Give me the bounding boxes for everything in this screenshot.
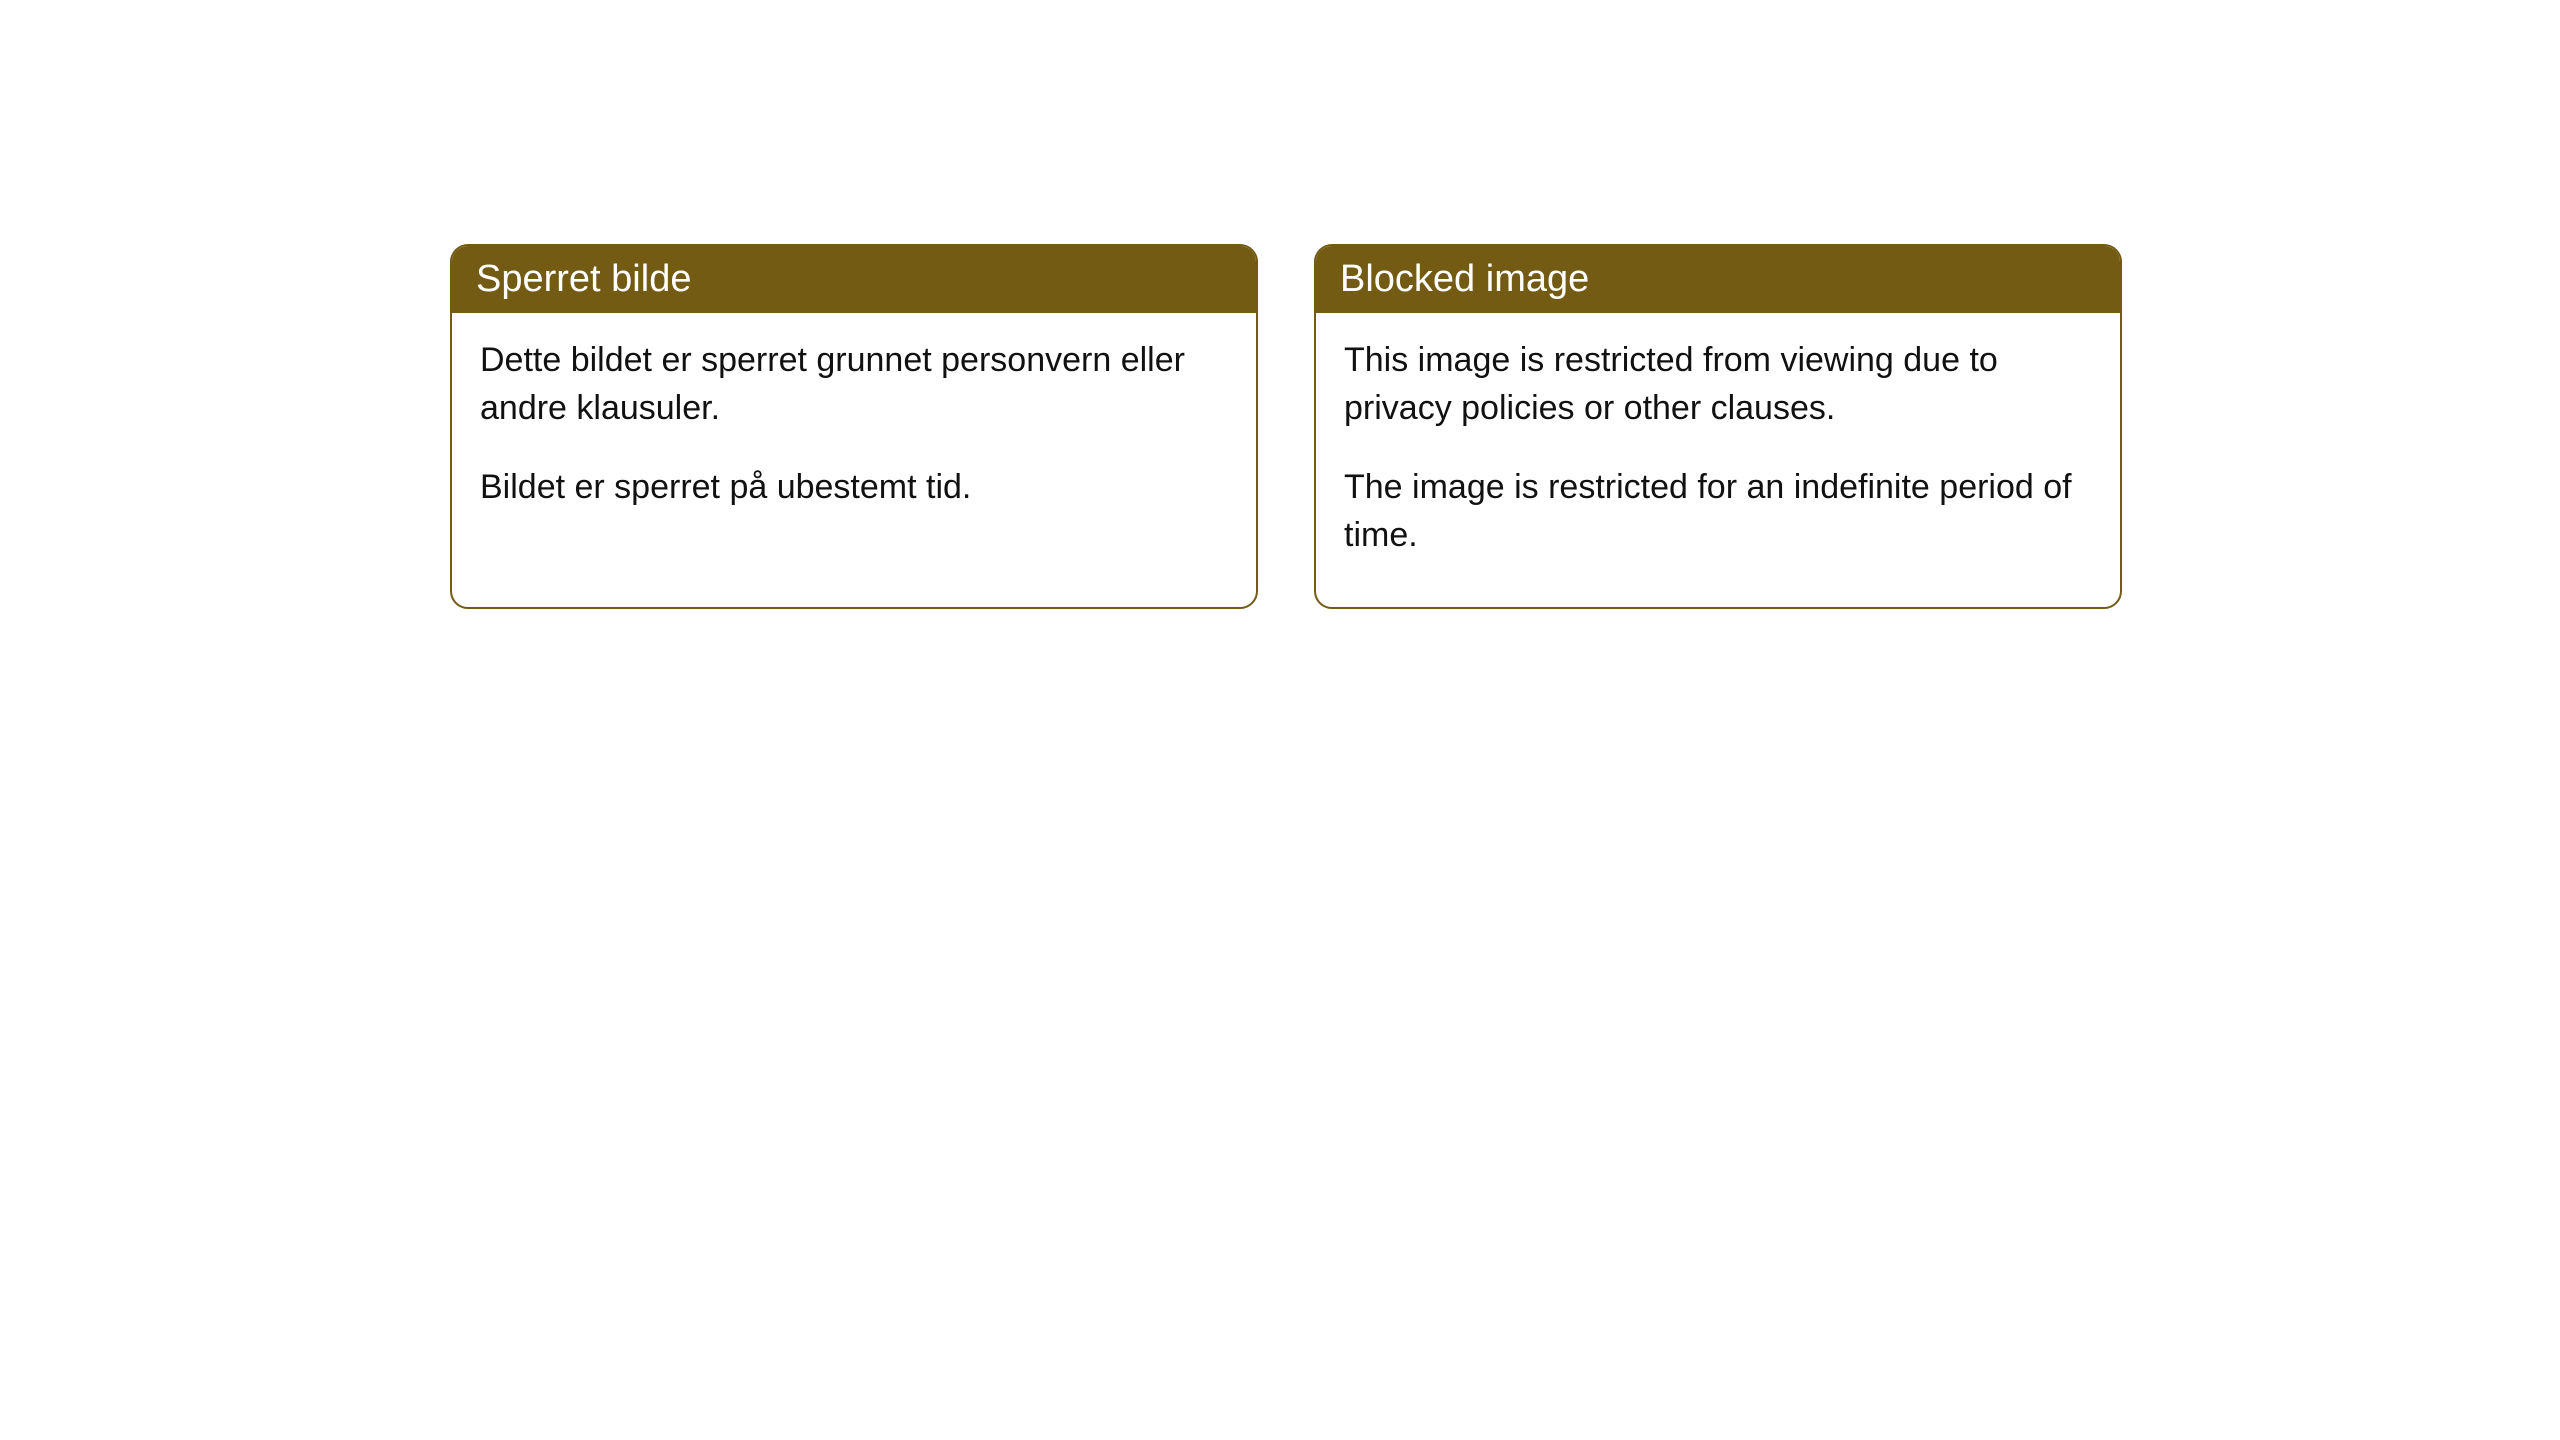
notice-card-english: Blocked image This image is restricted f…	[1314, 244, 2122, 609]
notice-text-line2: The image is restricted for an indefinit…	[1344, 464, 2092, 559]
card-header-english: Blocked image	[1316, 246, 2120, 313]
notice-card-norwegian: Sperret bilde Dette bildet er sperret gr…	[450, 244, 1258, 609]
notice-cards-container: Sperret bilde Dette bildet er sperret gr…	[450, 244, 2122, 609]
notice-text-line2: Bildet er sperret på ubestemt tid.	[480, 464, 1228, 512]
card-header-norwegian: Sperret bilde	[452, 246, 1256, 313]
card-body-norwegian: Dette bildet er sperret grunnet personve…	[452, 313, 1256, 560]
card-body-english: This image is restricted from viewing du…	[1316, 313, 2120, 607]
notice-text-line1: This image is restricted from viewing du…	[1344, 337, 2092, 432]
notice-text-line1: Dette bildet er sperret grunnet personve…	[480, 337, 1228, 432]
